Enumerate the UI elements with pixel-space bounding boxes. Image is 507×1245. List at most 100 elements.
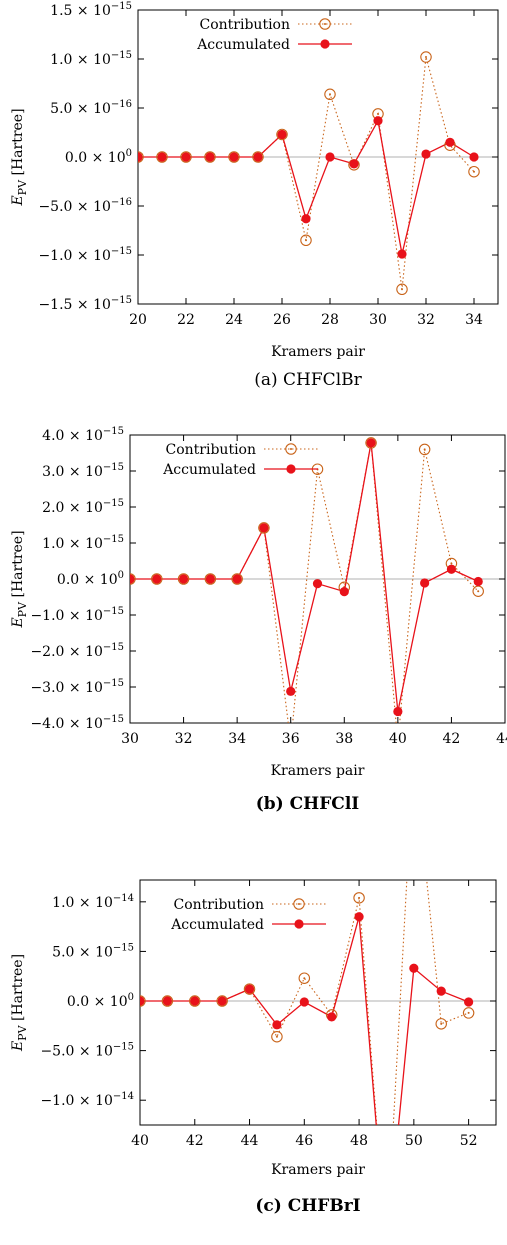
contribution-point	[140, 995, 146, 1007]
accumulated-point	[421, 149, 431, 159]
contribution-point	[365, 437, 377, 449]
legend-marker	[320, 39, 330, 49]
y-tick-label: 0.0 × 100	[67, 992, 134, 1010]
contribution-line	[130, 442, 479, 723]
y-tick-mantissa: −2.0	[30, 644, 64, 660]
accumulated-point	[366, 438, 376, 448]
contribution-point	[409, 748, 419, 758]
y-tick-times: × 10	[64, 500, 102, 516]
y-tick-times: × 10	[72, 101, 110, 117]
x-axis-label: Kramers pair	[271, 344, 365, 360]
x-tick-label: 32	[417, 312, 435, 328]
contribution-point-center	[329, 93, 331, 96]
y-tick-mantissa: 5.0	[50, 101, 72, 117]
y-tick-exponent: −15	[111, 295, 132, 306]
legend: Contribution Accumulated	[170, 897, 326, 933]
legend-marker-center	[324, 23, 326, 25]
y-tick-times: × 10	[72, 199, 110, 215]
y-tick-exponent: −15	[111, 1, 132, 12]
accumulated-point	[130, 574, 135, 584]
contribution-point	[228, 151, 240, 163]
contribution-point	[300, 234, 312, 247]
accumulated-point	[205, 574, 215, 584]
y-tick-exponent: −15	[103, 426, 124, 437]
legend-marker	[319, 18, 331, 30]
y-tick-times: × 10	[64, 428, 102, 444]
accumulated-point	[445, 137, 455, 147]
y-tick-times: × 10	[72, 248, 110, 264]
legend-label: Contribution	[166, 442, 256, 458]
y-tick-times: × 10	[74, 944, 112, 960]
x-tick-label: 46	[295, 1133, 313, 1149]
y-tick-times: × 10	[72, 52, 110, 68]
x-tick-label: 42	[443, 731, 461, 747]
y-axis-label-subscript: PV	[16, 1024, 29, 1040]
y-tick-label: −1.0 × 10−15	[38, 246, 132, 264]
accumulated-point	[339, 587, 349, 597]
y-tick-times: × 10	[74, 895, 112, 911]
x-tick-label: 20	[129, 312, 147, 328]
contribution-point	[420, 51, 432, 63]
y-tick-exponent: 0	[128, 992, 134, 1003]
contribution-point	[243, 983, 256, 995]
accumulated-point	[325, 152, 335, 162]
x-tick-label: 38	[335, 731, 353, 747]
contribution-point-center	[275, 1035, 278, 1038]
contribution-point	[216, 995, 228, 1007]
x-tick-label: 48	[350, 1133, 368, 1149]
accumulated-point	[232, 574, 242, 584]
chart-panel-b: 3032343638404244−4.0 × 10−15−3.0 × 10−15…	[10, 426, 507, 814]
accumulated-point	[349, 159, 359, 169]
x-tick-label: 26	[273, 312, 291, 328]
contribution-point	[435, 1018, 447, 1030]
contribution-point-center	[401, 288, 403, 291]
contribution-point	[180, 151, 192, 163]
y-tick-exponent: −15	[103, 642, 124, 653]
x-tick-label: 28	[321, 312, 339, 328]
y-axis-label-symbol: E	[10, 617, 26, 628]
legend-marker	[293, 898, 305, 910]
y-tick-label: 5.0 × 10−15	[52, 942, 134, 960]
x-tick-label: 44	[496, 731, 507, 747]
y-tick-mantissa: 1.0	[52, 895, 74, 911]
y-tick-exponent: −15	[113, 1042, 134, 1053]
y-tick-mantissa: −1.0	[38, 248, 72, 264]
contribution-point-center	[303, 977, 306, 980]
accumulated-point	[181, 152, 191, 162]
contribution-point	[252, 151, 264, 163]
contribution-point	[151, 573, 163, 585]
y-tick-times: × 10	[64, 464, 102, 480]
y-axis-label-subscript: PV	[16, 601, 29, 617]
y-tick-exponent: −15	[103, 462, 124, 473]
legend-marker-center	[298, 903, 300, 905]
accumulated-point	[152, 574, 162, 584]
contribution-point-center	[440, 1022, 443, 1025]
accumulated-point	[157, 152, 167, 162]
panel-caption: (a) CHFClBr	[254, 370, 362, 390]
y-tick-label: −5.0 × 10−15	[40, 1042, 134, 1060]
legend-label: Contribution	[200, 17, 290, 33]
accumulated-point	[397, 249, 407, 259]
accumulated-point	[178, 574, 189, 584]
y-tick-mantissa: 1.0	[42, 536, 64, 552]
x-tick-label: 22	[177, 312, 195, 328]
y-tick-mantissa: 1.5	[50, 3, 72, 19]
x-tick-label: 50	[405, 1133, 423, 1149]
y-tick-mantissa: 2.0	[42, 500, 64, 516]
y-tick-exponent: −15	[103, 534, 124, 545]
contribution-point-center	[450, 562, 453, 565]
contribution-point	[204, 573, 217, 585]
accumulated-point	[312, 579, 323, 589]
y-tick-mantissa: −3.0	[30, 680, 64, 696]
contribution-point	[468, 165, 480, 178]
series-layer	[138, 51, 480, 296]
y-tick-mantissa: −1.0	[40, 1093, 74, 1109]
y-axis-label-unit: [Hartree]	[10, 530, 26, 602]
y-axis-label: EPV [Hartree]	[10, 530, 29, 628]
contribution-point	[324, 88, 336, 101]
y-tick-label: 1.0 × 10−14	[52, 893, 134, 911]
y-tick-mantissa: −5.0	[40, 1044, 74, 1060]
y-axis-label: EPV [Hartree]	[10, 954, 29, 1052]
legend-marker	[294, 919, 304, 929]
accumulated-point	[277, 129, 287, 140]
